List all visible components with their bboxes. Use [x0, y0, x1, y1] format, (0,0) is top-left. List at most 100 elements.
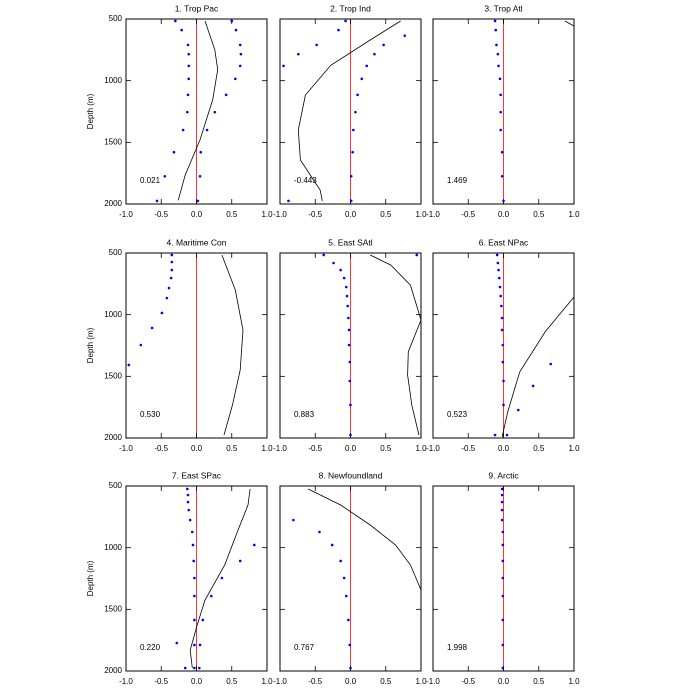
profile-curve	[297, 20, 401, 202]
data-dot	[501, 594, 505, 598]
data-dot	[297, 52, 300, 56]
x-tick-label: -0.5	[461, 210, 475, 219]
data-dot	[500, 328, 504, 332]
data-dot	[346, 304, 349, 308]
panel-frame	[279, 252, 422, 439]
x-tick-label: -0.5	[308, 210, 322, 219]
y-tick-label: 500	[109, 481, 123, 490]
data-dot	[186, 93, 190, 97]
x-tick-label: -1.0	[119, 444, 133, 453]
data-dot	[292, 518, 295, 522]
data-dot	[201, 618, 205, 622]
data-dot	[499, 110, 502, 114]
x-tick-label: 1.0	[261, 677, 273, 686]
data-dot	[500, 500, 504, 504]
data-dot	[139, 343, 143, 347]
data-dot	[339, 268, 342, 272]
x-tick-label: 1.0	[415, 444, 427, 453]
data-dot	[505, 433, 509, 437]
data-dot	[502, 403, 505, 407]
profile-curve	[501, 296, 575, 438]
x-tick-label: 0.0	[345, 444, 357, 453]
y-tick-label: 2000	[104, 433, 122, 442]
data-dot	[495, 253, 499, 257]
data-dot	[499, 128, 502, 132]
data-dot	[500, 493, 504, 497]
data-dot	[501, 643, 505, 647]
y-tick-label: 1000	[104, 76, 122, 85]
x-tick-label: -0.5	[154, 677, 168, 686]
data-dot	[347, 328, 351, 332]
profile-curve	[370, 254, 422, 436]
correlation-value: 0.883	[294, 410, 315, 419]
data-dot	[186, 493, 190, 497]
x-tick-label: -0.5	[308, 444, 322, 453]
data-dot	[349, 433, 352, 437]
panel-frame	[125, 18, 268, 205]
profile-curve	[308, 488, 422, 591]
y-tick-label: 2000	[104, 199, 122, 208]
x-tick-label: 1.0	[261, 210, 273, 219]
data-dot	[501, 360, 505, 364]
profile-curve	[177, 20, 219, 201]
x-tick-label: 1.0	[415, 677, 427, 686]
data-dot	[233, 77, 237, 81]
data-dot	[500, 316, 504, 320]
data-dot	[500, 150, 504, 154]
data-dot	[322, 253, 326, 257]
x-tick-label: -1.0	[119, 210, 133, 219]
x-tick-label: -0.5	[461, 444, 475, 453]
data-dot	[501, 343, 505, 347]
data-dot	[531, 384, 535, 388]
data-dot	[186, 487, 189, 491]
data-dot	[175, 641, 179, 645]
data-dot	[337, 28, 340, 32]
data-dot	[500, 518, 504, 522]
data-dot	[170, 260, 174, 264]
x-tick-label: 0.5	[533, 210, 545, 219]
data-dot	[180, 28, 183, 32]
x-tick-label: 0.0	[191, 677, 203, 686]
data-dot	[347, 618, 350, 622]
correlation-value: 0.220	[140, 643, 161, 652]
data-dot	[191, 543, 195, 547]
panel-frame	[279, 18, 422, 205]
data-dot	[238, 559, 242, 563]
data-dot	[497, 276, 501, 280]
x-tick-label: 0.0	[498, 677, 510, 686]
data-dot	[205, 128, 209, 132]
data-dot	[169, 276, 173, 280]
data-dot	[193, 666, 196, 670]
data-dot	[220, 576, 224, 580]
x-tick-label: 0.0	[191, 210, 203, 219]
x-tick-label: 0.0	[345, 210, 357, 219]
data-dot	[356, 93, 359, 97]
data-dot	[170, 268, 174, 272]
data-dot	[500, 508, 504, 512]
data-dot	[196, 199, 200, 203]
panel-title: 8. Newfoundland	[319, 470, 383, 480]
data-dot	[186, 110, 189, 114]
data-dot	[352, 128, 355, 132]
x-tick-label: 0.0	[191, 444, 203, 453]
data-dot	[342, 276, 346, 280]
x-tick-label: 0.5	[226, 444, 238, 453]
x-tick-label: -1.0	[119, 677, 133, 686]
panel-frame	[125, 485, 268, 672]
data-dot	[345, 294, 349, 298]
x-tick-label: -1.0	[426, 210, 440, 219]
data-dot	[499, 294, 502, 298]
data-dot	[497, 64, 500, 68]
x-tick-label: 0.5	[226, 210, 238, 219]
panel-title: 9. Arctic	[488, 470, 519, 480]
data-dot	[349, 666, 352, 670]
data-dot	[170, 253, 174, 257]
data-dot	[354, 110, 357, 114]
x-tick-label: 1.0	[415, 210, 427, 219]
data-dot	[198, 666, 201, 670]
y-tick-label: 1500	[104, 137, 122, 146]
data-dot	[348, 643, 352, 647]
data-dot	[501, 530, 505, 534]
